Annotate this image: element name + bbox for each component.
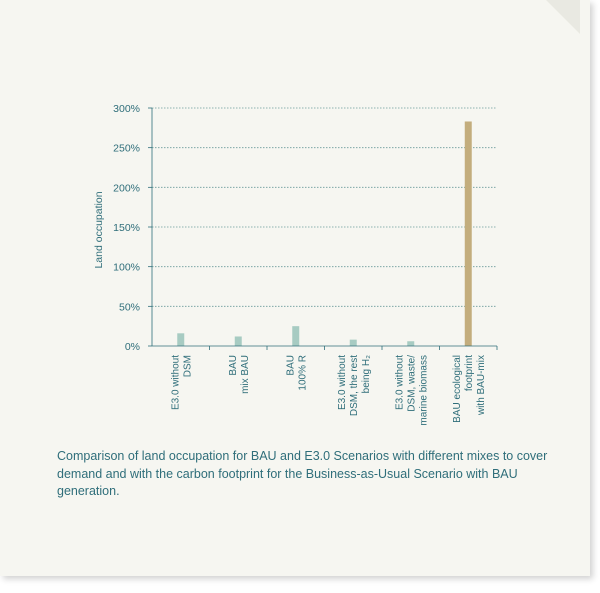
page-fold-corner	[546, 0, 580, 34]
x-tick-label-line: BAU	[285, 355, 296, 376]
y-tick-label: 250%	[113, 143, 140, 155]
x-tick-label: BAU mix BAU	[228, 355, 251, 394]
x-tick-label-line: E3.0 without	[337, 355, 348, 410]
x-tick-label-line: DSM, waste/	[406, 355, 417, 412]
y-tick-labels: 300% 250% 200% 150% 100% 50% 0%	[113, 103, 140, 353]
x-tick-label-line: DSM	[182, 355, 193, 377]
x-tick-label-line: DSM, the rest	[349, 355, 360, 416]
y-axis-label: Land occupation	[93, 191, 105, 268]
bar	[292, 326, 300, 346]
x-tick-label-line: E3.0 without	[394, 355, 405, 410]
x-tick-label-line: being H₂	[361, 355, 372, 393]
bars	[177, 121, 472, 346]
y-tick-label: 150%	[113, 222, 140, 234]
bar	[234, 336, 242, 346]
x-tick-label-line: mix BAU	[240, 355, 251, 394]
page-panel	[0, 0, 590, 576]
figure-caption: Comparison of land occupation for BAU an…	[57, 449, 548, 498]
x-tick-label-line: E3.0 without	[170, 355, 181, 410]
x-tick-label-line: marine biomass	[418, 355, 429, 426]
y-tick-label: 100%	[113, 262, 140, 274]
x-tick-label-line: 100% R	[297, 355, 308, 391]
x-tick-label: E3.0 without DSM, the rest being H₂	[337, 355, 372, 416]
gridlines	[148, 107, 497, 347]
land-occupation-chart: 300%250%200%150%100%50%0% E3.0 without DS…	[93, 103, 498, 426]
x-tick-label: BAU ecological footprint with BAU-mix	[452, 355, 487, 423]
bar	[349, 339, 357, 346]
y-tick-label: 200%	[113, 182, 140, 194]
axes	[151, 108, 498, 350]
x-tick-label-line: footprint	[464, 355, 475, 391]
y-tick-label: 0%	[125, 341, 140, 353]
bar	[177, 333, 185, 346]
bar	[464, 121, 472, 346]
y-tick-label: 50%	[119, 301, 140, 313]
x-tick-label-line: BAU ecological	[452, 355, 463, 423]
x-tick-label: BAU 100% R	[285, 355, 308, 391]
x-tick-label-line: with BAU-mix	[476, 355, 487, 416]
x-tick-label-line: BAU	[228, 355, 239, 376]
y-tick-label: 300%	[113, 103, 140, 115]
bar	[407, 341, 415, 346]
x-tick-label: E3.0 without DSM, waste/marine biomass	[394, 355, 429, 426]
x-tick-labels: E3.0 without DSM BAU mix BAU BAU 100% R E3.0 w…	[170, 355, 487, 426]
x-tick-label: E3.0 without DSM	[170, 355, 193, 410]
